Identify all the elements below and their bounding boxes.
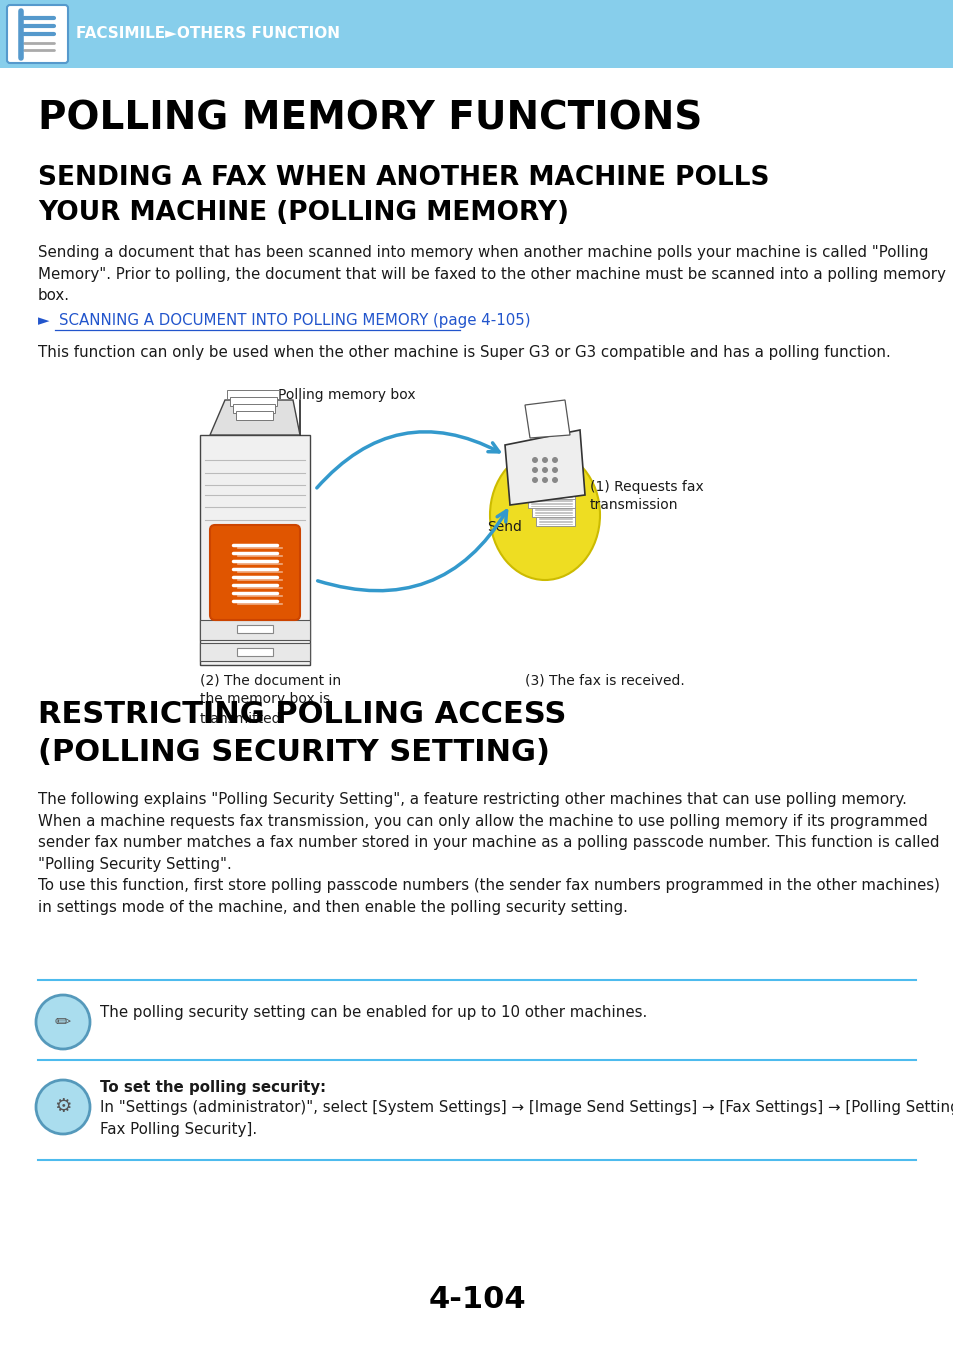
Text: This function can only be used when the other machine is Super G3 or G3 compatib: This function can only be used when the … <box>38 346 890 360</box>
Text: Polling memory box: Polling memory box <box>277 387 416 402</box>
Text: 4-104: 4-104 <box>428 1285 525 1314</box>
Bar <box>230 397 276 406</box>
Ellipse shape <box>490 450 599 580</box>
Bar <box>200 435 310 666</box>
Circle shape <box>532 458 537 463</box>
FancyBboxPatch shape <box>7 5 68 63</box>
Text: Send: Send <box>487 520 522 535</box>
Bar <box>236 625 273 633</box>
Circle shape <box>532 477 537 483</box>
Bar <box>200 620 310 640</box>
Circle shape <box>541 458 547 463</box>
Text: SENDING A FAX WHEN ANOTHER MACHINE POLLS: SENDING A FAX WHEN ANOTHER MACHINE POLLS <box>38 165 769 190</box>
Bar <box>523 489 575 500</box>
Text: (2) The document in
the memory box is
transmitted.: (2) The document in the memory box is tr… <box>200 674 341 726</box>
Bar <box>236 648 273 656</box>
Circle shape <box>541 467 547 472</box>
Text: YOUR MACHINE (POLLING MEMORY): YOUR MACHINE (POLLING MEMORY) <box>38 200 568 225</box>
Bar <box>536 516 575 526</box>
Text: Sending a document that has been scanned into memory when another machine polls : Sending a document that has been scanned… <box>38 244 944 304</box>
Text: FACSIMILE►OTHERS FUNCTION: FACSIMILE►OTHERS FUNCTION <box>76 27 339 42</box>
Bar <box>0 0 953 68</box>
Text: (1) Requests fax
transmission: (1) Requests fax transmission <box>589 481 703 513</box>
Text: (3) The fax is received.: (3) The fax is received. <box>524 674 684 687</box>
Bar <box>233 404 274 413</box>
Bar <box>235 410 273 420</box>
FancyBboxPatch shape <box>210 525 299 620</box>
Text: The following explains "Polling Security Setting", a feature restricting other m: The following explains "Polling Security… <box>38 792 939 915</box>
Circle shape <box>36 995 90 1049</box>
Circle shape <box>552 477 558 483</box>
Bar <box>227 390 278 400</box>
Text: ⚙: ⚙ <box>54 1098 71 1116</box>
Text: The polling security setting can be enabled for up to 10 other machines.: The polling security setting can be enab… <box>100 1004 646 1021</box>
Text: (POLLING SECURITY SETTING): (POLLING SECURITY SETTING) <box>38 738 550 767</box>
Text: POLLING MEMORY FUNCTIONS: POLLING MEMORY FUNCTIONS <box>38 100 701 138</box>
Bar <box>519 481 575 490</box>
Text: ►  SCANNING A DOCUMENT INTO POLLING MEMORY (page 4-105): ► SCANNING A DOCUMENT INTO POLLING MEMOR… <box>38 313 530 328</box>
Polygon shape <box>524 400 569 437</box>
Bar <box>532 508 575 517</box>
Text: ✏: ✏ <box>54 1012 71 1031</box>
Circle shape <box>552 458 558 463</box>
Text: In "Settings (administrator)", select [System Settings] → [Image Send Settings] : In "Settings (administrator)", select [S… <box>100 1100 953 1137</box>
Polygon shape <box>504 431 584 505</box>
Text: RESTRICTING POLLING ACCESS: RESTRICTING POLLING ACCESS <box>38 701 566 729</box>
Bar <box>527 498 575 508</box>
Circle shape <box>552 467 558 472</box>
Circle shape <box>532 467 537 472</box>
Circle shape <box>541 477 547 483</box>
Text: To set the polling security:: To set the polling security: <box>100 1080 326 1095</box>
Polygon shape <box>210 400 299 435</box>
Bar <box>200 643 310 662</box>
Circle shape <box>36 1080 90 1134</box>
